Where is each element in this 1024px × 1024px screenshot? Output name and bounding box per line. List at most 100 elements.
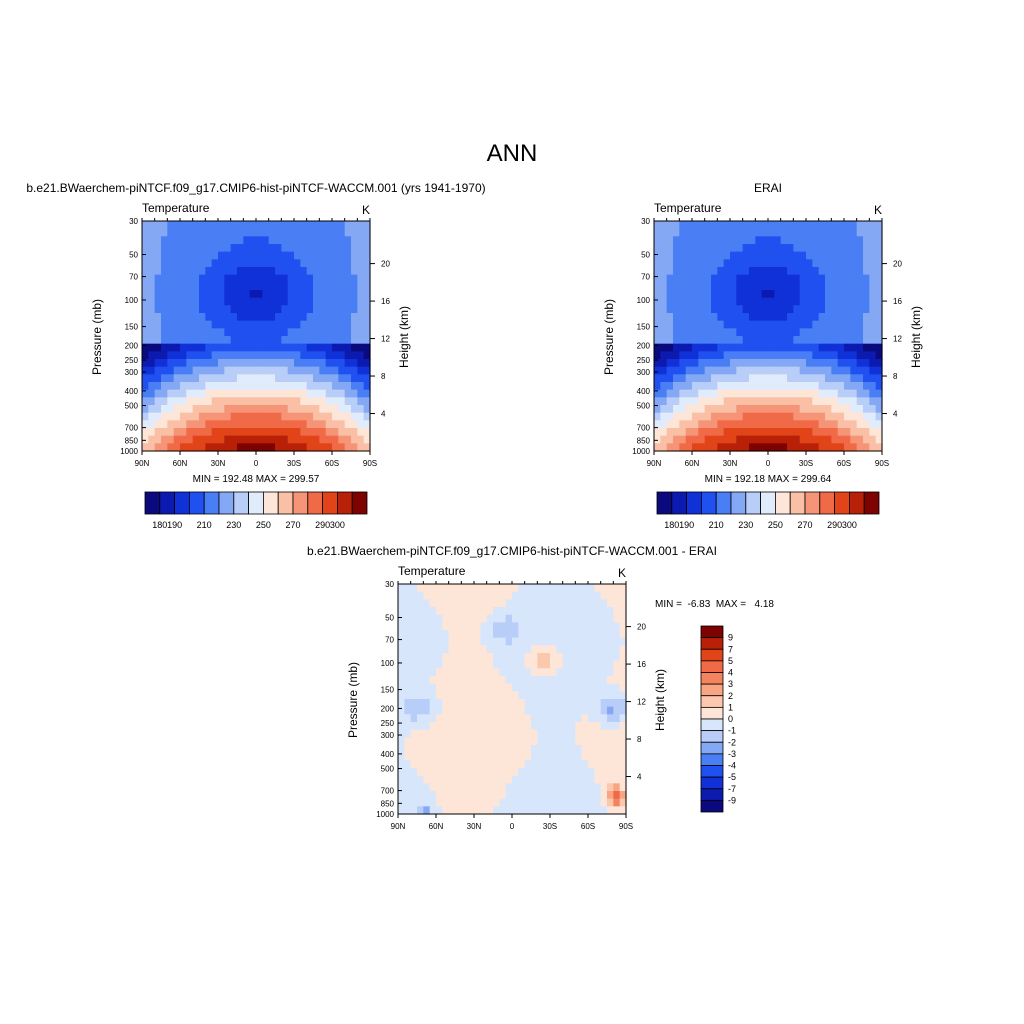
field-cell bbox=[562, 768, 570, 777]
colorbar-box bbox=[671, 491, 687, 515]
field-cell bbox=[600, 599, 608, 608]
field-cell bbox=[723, 420, 731, 429]
field-cell bbox=[467, 591, 475, 600]
field-cell bbox=[768, 236, 775, 245]
field-cell bbox=[660, 320, 668, 329]
field-cell bbox=[243, 405, 251, 414]
field-cell bbox=[230, 228, 238, 237]
field-cell bbox=[442, 683, 450, 692]
colorbar-box bbox=[233, 491, 250, 515]
field-cell bbox=[550, 729, 557, 738]
field-cell bbox=[730, 389, 737, 398]
field-cell bbox=[831, 366, 839, 375]
field-cell bbox=[844, 328, 851, 337]
colorbar-box bbox=[174, 491, 190, 515]
field-cell bbox=[173, 320, 181, 329]
field-cell bbox=[275, 290, 282, 299]
field-cell bbox=[619, 668, 627, 677]
field-cell bbox=[692, 443, 699, 452]
field-cell bbox=[230, 320, 238, 329]
field-cell bbox=[448, 660, 456, 669]
field-cell bbox=[404, 706, 412, 715]
field-cell bbox=[192, 412, 200, 421]
field-cell bbox=[167, 274, 175, 283]
field-cell bbox=[875, 282, 883, 291]
field-cell bbox=[338, 428, 346, 437]
field-cell bbox=[455, 668, 462, 677]
field-cell bbox=[755, 435, 763, 444]
field-cell bbox=[711, 267, 718, 276]
field-cell bbox=[812, 397, 820, 406]
field-cell bbox=[230, 412, 238, 421]
field-cell bbox=[600, 806, 608, 815]
field-cell bbox=[793, 313, 801, 322]
field-cell bbox=[300, 274, 308, 283]
field-cell bbox=[192, 282, 200, 291]
field-cell bbox=[613, 729, 621, 738]
field-cell bbox=[736, 374, 744, 383]
field-cell bbox=[180, 228, 187, 237]
field-cell bbox=[837, 420, 845, 429]
field-cell bbox=[199, 328, 206, 337]
field-cell bbox=[730, 221, 737, 230]
field-cell bbox=[294, 382, 301, 391]
field-cell bbox=[856, 412, 864, 421]
field-cell bbox=[486, 599, 494, 608]
field-cell bbox=[749, 290, 756, 299]
field-cell bbox=[730, 435, 737, 444]
field-cell bbox=[742, 343, 750, 352]
y-tick-label: 1000 bbox=[376, 810, 394, 819]
field-cell bbox=[262, 412, 270, 421]
field-cell bbox=[480, 614, 488, 623]
field-cell bbox=[180, 374, 187, 383]
field-cell bbox=[332, 443, 339, 452]
field-cell bbox=[575, 760, 583, 769]
field-cell bbox=[173, 251, 181, 260]
field-cell bbox=[268, 435, 276, 444]
colorbar-box bbox=[336, 491, 353, 515]
field-cell bbox=[768, 328, 775, 337]
field-cell bbox=[249, 228, 257, 237]
field-cell bbox=[480, 798, 488, 807]
field-cell bbox=[825, 336, 832, 345]
field-cell bbox=[537, 591, 545, 600]
field-cell bbox=[218, 328, 225, 337]
field-cell bbox=[600, 683, 608, 692]
field-cell bbox=[332, 244, 339, 253]
field-cell bbox=[581, 806, 589, 815]
field-cell bbox=[256, 267, 263, 276]
field-cell bbox=[313, 343, 320, 352]
field-cell bbox=[429, 668, 437, 677]
field-cell bbox=[761, 251, 769, 260]
field-cell bbox=[780, 221, 788, 230]
field-cell bbox=[262, 351, 270, 360]
field-cell bbox=[581, 737, 589, 746]
field-cell bbox=[436, 714, 443, 723]
field-cell bbox=[531, 683, 538, 692]
field-cell bbox=[262, 236, 270, 245]
field-cell bbox=[281, 282, 289, 291]
field-cell bbox=[812, 313, 820, 322]
field-cell bbox=[717, 290, 725, 299]
field-cell bbox=[357, 336, 365, 345]
field-cell bbox=[249, 359, 257, 368]
field-cell bbox=[417, 645, 424, 654]
field-cell bbox=[499, 637, 507, 646]
field-cell bbox=[332, 343, 339, 352]
field-cell bbox=[404, 645, 412, 654]
field-cell bbox=[613, 775, 621, 784]
field-cell bbox=[423, 798, 431, 807]
field-cell bbox=[512, 622, 519, 631]
field-cell bbox=[224, 397, 232, 406]
panel-model: b.e21.BWaerchem-piNTCF.f09_g17.CMIP6-his… bbox=[26, 181, 485, 530]
field-cell bbox=[351, 389, 358, 398]
field-cell bbox=[787, 320, 794, 329]
field-cell bbox=[306, 389, 314, 398]
field-cell bbox=[192, 382, 200, 391]
y-tick-label: 100 bbox=[125, 296, 139, 305]
field-cell bbox=[344, 428, 352, 437]
field-cell bbox=[569, 798, 576, 807]
field-cell bbox=[818, 313, 826, 322]
field-cell bbox=[512, 691, 519, 700]
field-cell bbox=[531, 752, 538, 761]
